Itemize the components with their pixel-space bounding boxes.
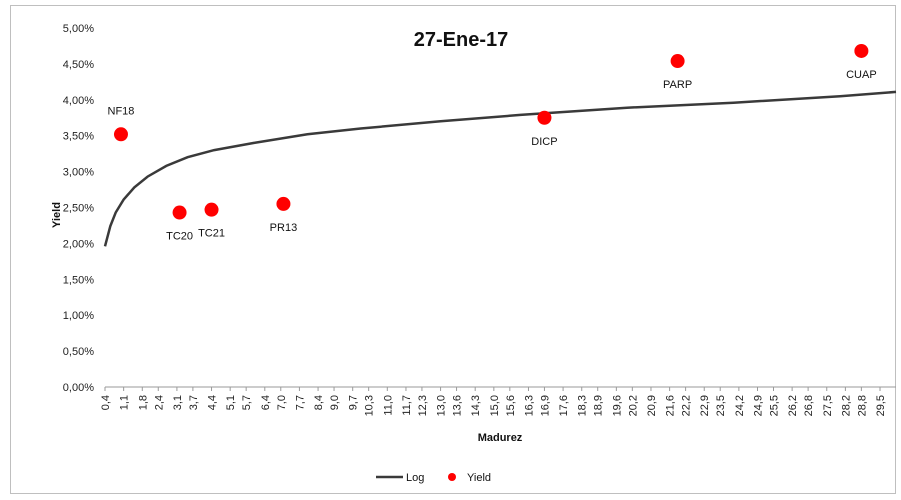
- x-tick-label: 15,0: [489, 395, 501, 416]
- x-tick-label: 22,2: [681, 395, 693, 416]
- x-tick-label: 0,4: [100, 395, 112, 410]
- x-tick-label: 20,9: [646, 395, 658, 416]
- x-tick-label: 18,3: [577, 395, 589, 416]
- chart-frame: [10, 5, 896, 494]
- x-tick-label: 20,2: [627, 395, 639, 416]
- x-tick-label: 1,8: [137, 395, 149, 410]
- yield-point: [113, 127, 128, 142]
- chart-title: 27-Ene-17: [414, 29, 509, 51]
- y-tick-label: 2,50%: [63, 203, 94, 215]
- x-tick-label: 9,0: [329, 395, 341, 410]
- x-tick-label: 19,6: [611, 395, 623, 416]
- x-tick-label: 24,2: [734, 395, 746, 416]
- y-tick-label: 0,50%: [63, 346, 94, 358]
- x-tick-label: 4,4: [207, 395, 219, 410]
- legend-log-label: Log: [406, 472, 424, 484]
- x-tick-label: 28,8: [856, 395, 868, 416]
- legend-yield-label: Yield: [467, 472, 491, 484]
- yield-point: [276, 196, 291, 211]
- x-tick-label: 7,0: [276, 395, 288, 410]
- x-tick-label: 26,8: [803, 395, 815, 416]
- y-tick-label: 4,00%: [63, 95, 94, 107]
- x-tick-label: 21,6: [665, 395, 677, 416]
- x-tick-label: 5,7: [241, 395, 253, 410]
- point-label: TC21: [198, 228, 225, 240]
- y-tick-label: 3,50%: [63, 131, 94, 143]
- point-label: PR13: [270, 222, 298, 234]
- y-tick-label: 1,00%: [63, 310, 94, 322]
- x-tick-label: 11,0: [382, 395, 394, 416]
- point-label: TC20: [166, 231, 193, 243]
- yield-point: [204, 202, 219, 217]
- point-label: DICP: [531, 136, 557, 148]
- x-tick-label: 5,1: [225, 395, 237, 410]
- x-tick-label: 27,5: [822, 395, 834, 416]
- x-tick-label: 12,3: [417, 395, 429, 416]
- x-tick-label: 17,6: [558, 395, 570, 416]
- x-tick-label: 15,6: [505, 395, 517, 416]
- x-tick-label: 13,0: [436, 395, 448, 416]
- x-tick-label: 29,5: [875, 395, 887, 416]
- x-tick-label: 6,4: [260, 395, 272, 410]
- yield-point: [172, 205, 187, 220]
- x-tick-label: 26,2: [787, 395, 799, 416]
- x-tick-label: 3,7: [188, 395, 200, 410]
- x-tick-label: 22,9: [699, 395, 711, 416]
- y-axis: 0,00% 0,50% 1,00% 1,50% 2,00% 2,50% 3,00% 3,50%…: [63, 23, 94, 394]
- x-tick-label: 8,4: [313, 395, 325, 410]
- x-tick-label: 9,7: [348, 395, 360, 410]
- x-tick-label: 14,3: [470, 395, 482, 416]
- x-axis-label: Madurez: [478, 432, 523, 444]
- point-label: PARP: [663, 79, 692, 91]
- y-tick-label: 4,50%: [63, 59, 94, 71]
- x-tick-label: 13,6: [452, 395, 464, 416]
- x-tick-label: 18,9: [593, 395, 605, 416]
- y-tick-label: 0,00%: [63, 382, 94, 394]
- x-tick-label: 28,2: [840, 395, 852, 416]
- x-tick-label: 2,4: [153, 395, 165, 410]
- y-tick-label: 5,00%: [63, 23, 94, 35]
- x-tick-label: 25,5: [768, 395, 780, 416]
- yield-point: [854, 43, 869, 58]
- x-tick-label: 16,9: [539, 395, 551, 416]
- yield-point: [670, 54, 685, 69]
- log-trend-line: [103, 90, 897, 247]
- plot-area: NF18 TC20 TC21 PR13 DICP PARP CUAP: [103, 43, 897, 247]
- x-tick-label: 10,3: [364, 395, 376, 416]
- legend: Log Yield: [376, 472, 491, 484]
- x-tick-label: 1,1: [119, 395, 131, 410]
- x-tick-label: 16,3: [523, 395, 535, 416]
- x-tick-label: 7,7: [294, 395, 306, 410]
- legend-yield-swatch: [448, 473, 456, 481]
- point-label: NF18: [108, 105, 135, 117]
- x-tick-label: 11,7: [401, 395, 413, 416]
- y-tick-label: 2,00%: [63, 238, 94, 250]
- x-tick-label: 23,5: [715, 395, 727, 416]
- y-axis-label: Yield: [51, 202, 63, 228]
- point-label: CUAP: [846, 69, 877, 81]
- y-tick-label: 3,00%: [63, 167, 94, 179]
- x-tick-label: 3,1: [172, 395, 184, 410]
- x-tick-label: 24,9: [753, 395, 765, 416]
- x-axis: 0,4 1,1 1,8 2,4 3,1 3,7 4,4 5,1 5,7 6,4 7,0 7,7 8,4 9…: [100, 386, 896, 416]
- y-tick-label: 1,50%: [63, 274, 94, 286]
- yield-point: [537, 110, 552, 125]
